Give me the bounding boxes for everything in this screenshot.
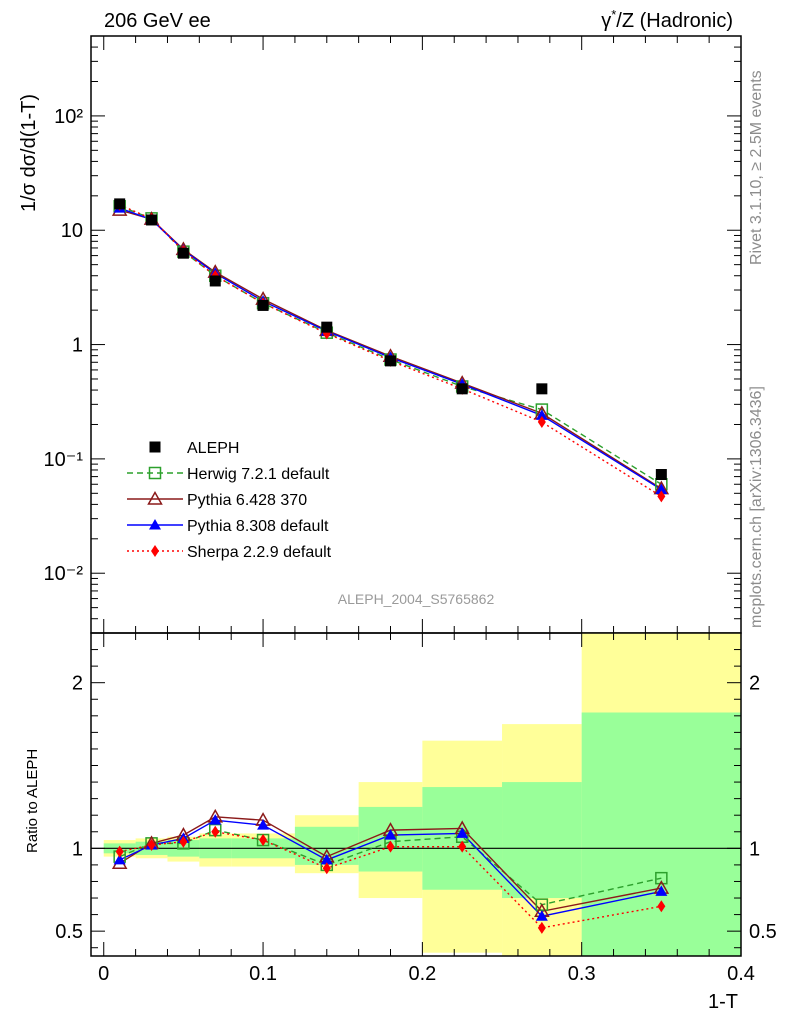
- ratio-y-tick-label-right: 2: [749, 673, 760, 695]
- ratio-panel: 0.5 0.5 1 1 2 2 0 0.1 0.2 0.3 0.4: [55, 632, 777, 985]
- ratio-x-tick-label: 0.4: [727, 963, 755, 985]
- main-point-sherpa: [657, 490, 666, 503]
- ratio-point-pythia8: [535, 910, 548, 921]
- analysis-watermark: ALEPH_2004_S5765862: [338, 591, 495, 607]
- ratio-point-pythia8: [209, 814, 222, 825]
- legend-marker-pythia8: [149, 519, 161, 530]
- ratio-point-herwig: [535, 898, 549, 911]
- ratio-y-axis-label: Ratio to ALEPH: [24, 749, 41, 853]
- ratio-point-sherpa: [211, 825, 220, 838]
- ratio-point-sherpa: [322, 862, 331, 875]
- ratio-band-green: [502, 782, 582, 899]
- main-panel: 10⁻² 10⁻¹ 1 10 10²: [44, 35, 742, 634]
- ratio-y-tick-label-left: 1: [72, 838, 83, 860]
- ratio-series-pythia6-line: [119, 816, 662, 913]
- ratio-point-sherpa: [115, 845, 124, 858]
- main-point-pythia8: [655, 483, 668, 494]
- ratio-point-pythia8: [113, 853, 126, 865]
- header-left: 206 GeV ee: [104, 10, 211, 32]
- ratio-point-sherpa: [386, 840, 395, 853]
- ratio-x-tick-label: 0.2: [408, 963, 436, 985]
- ratio-y-tick-label-right: 1: [749, 838, 760, 860]
- legend-label-data: ALEPH: [187, 440, 239, 457]
- legend-marker-herwig: [148, 466, 162, 480]
- main-series-pythia8-line: [119, 207, 662, 491]
- main-point-data: [385, 355, 397, 367]
- ratio-point-pythia8: [456, 827, 469, 838]
- ratio-y-tick-label-right: 0.5: [749, 921, 777, 943]
- ratio-y-tick-label-left: 2: [72, 673, 83, 695]
- main-point-sherpa: [537, 416, 546, 429]
- ratio-point-sherpa: [657, 900, 666, 913]
- legend-marker-sherpa: [151, 545, 159, 557]
- ratio-band-green: [422, 787, 503, 890]
- legend-label-pythia6: Pythia 6.428 370: [187, 492, 307, 509]
- ratio-point-pythia8: [655, 885, 668, 896]
- legend-label-pythia8: Pythia 8.308 default: [187, 518, 329, 535]
- main-point-data: [209, 275, 221, 287]
- main-point-data: [257, 299, 269, 311]
- ratio-point-sherpa: [537, 921, 546, 934]
- header-right: γ*/Z (Hadronic): [601, 7, 733, 32]
- ratio-point-pythia8: [320, 853, 333, 865]
- ratio-point-sherpa: [458, 840, 467, 853]
- legend: ALEPH Herwig 7.2.1 default Pythia 6.428 37…: [127, 440, 332, 561]
- legend-label-sherpa: Sherpa 2.2.9 default: [187, 544, 332, 561]
- main-point-data: [536, 383, 548, 395]
- legend-label-herwig: Herwig 7.2.1 default: [187, 466, 330, 483]
- main-point-data: [146, 214, 158, 226]
- main-point-pythia8: [535, 409, 548, 420]
- main-y-axis-label: 1/σ dσ/d(1-T): [18, 94, 40, 212]
- main-series-sherpa-line: [119, 204, 662, 497]
- main-y-tick-label: 10⁻²: [44, 563, 84, 585]
- main-y-tick-label: 10⁻¹: [44, 449, 84, 471]
- ratio-x-tick-label: 0.3: [568, 963, 596, 985]
- mcplots-label: mcplots.cern.ch [arXiv:1306.3436]: [748, 386, 765, 628]
- ratio-point-sherpa: [179, 835, 188, 848]
- main-point-data: [655, 469, 667, 481]
- main-point-data: [456, 383, 468, 395]
- legend-marker-data: [149, 441, 161, 453]
- ratio-y-tick-label-left: 0.5: [55, 921, 83, 943]
- ratio-point-sherpa: [147, 839, 156, 852]
- main-y-tick-label: 1: [72, 335, 83, 357]
- ratio-point-pythia8: [257, 819, 270, 830]
- ratio-point-sherpa: [259, 834, 268, 847]
- main-point-data: [114, 198, 126, 210]
- x-axis-label: 1-T: [708, 991, 738, 1013]
- legend-marker-pythia6: [147, 490, 163, 505]
- rivet-label: Rivet 3.1.10, ≥ 2.5M events: [748, 70, 765, 265]
- ratio-series-sherpa-line: [119, 831, 662, 929]
- main-point-data: [177, 247, 189, 259]
- main-y-tick-label: 10: [61, 220, 83, 242]
- ratio-band-green: [581, 712, 741, 956]
- ratio-series-pythia8-line: [119, 819, 662, 918]
- main-point-data: [321, 321, 333, 333]
- ratio-point-pythia8: [384, 829, 397, 840]
- ratio-point-herwig: [655, 871, 668, 885]
- main-y-tick-label: 10²: [54, 106, 83, 128]
- ratio-frame: [90, 632, 742, 957]
- ratio-x-tick-label: 0.1: [249, 963, 277, 985]
- ratio-x-tick-label: 0: [98, 963, 109, 985]
